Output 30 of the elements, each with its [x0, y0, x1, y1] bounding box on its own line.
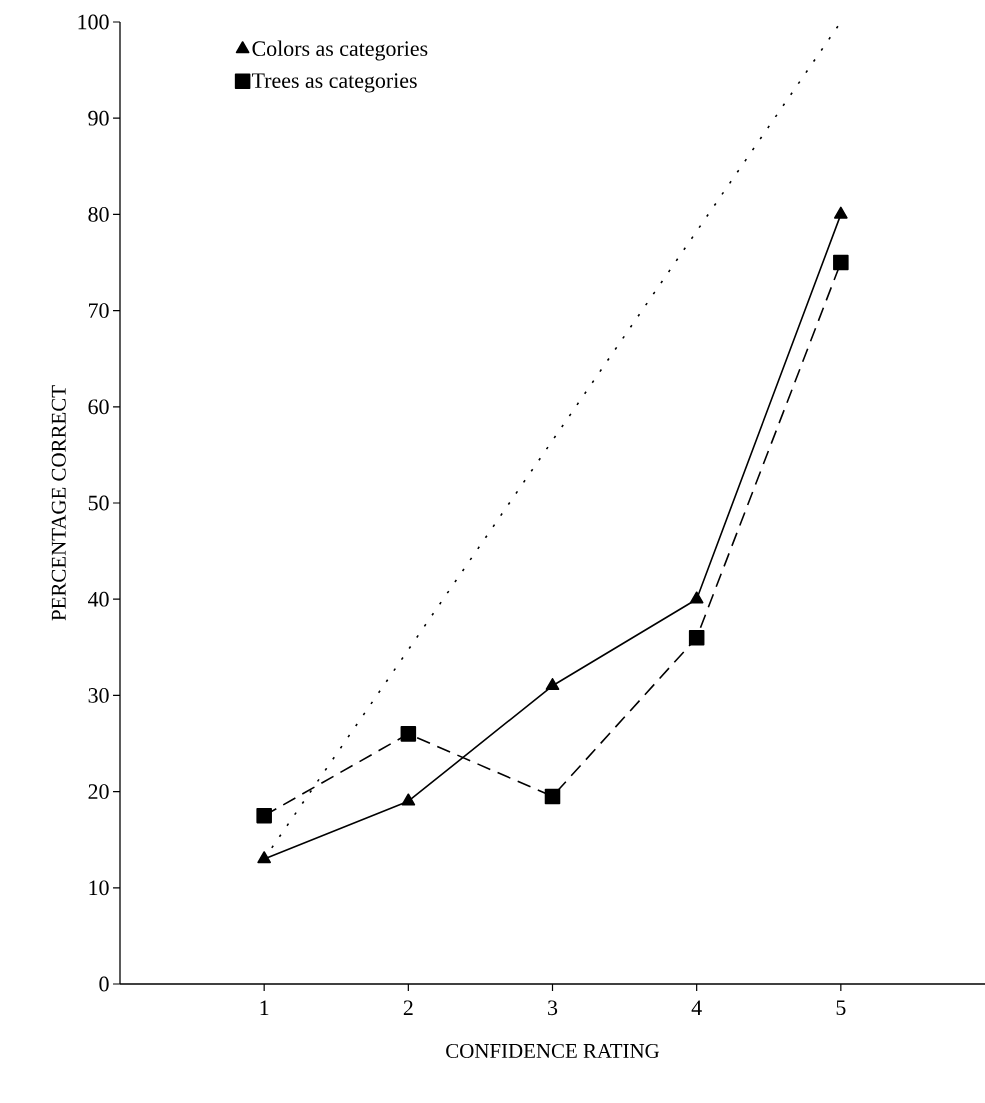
y-tick-label: 30	[88, 688, 109, 703]
x-tick-label: 3	[548, 1000, 558, 1016]
legend-label: Trees as categories	[251, 73, 417, 93]
y-tick-label: 70	[89, 303, 109, 318]
y-tick-label: 80	[88, 206, 109, 222]
y-tick-label: 90	[88, 110, 109, 126]
y-tick-label: 60	[88, 399, 109, 415]
y-axis-title: PERCENTAGE CORRECT	[51, 385, 66, 621]
point	[834, 206, 848, 219]
x-tick-label: 4	[691, 1000, 702, 1015]
legend-label: Colors as categories	[252, 40, 428, 61]
point	[400, 726, 417, 742]
point	[545, 678, 560, 691]
point	[833, 254, 849, 271]
point	[256, 807, 272, 824]
y-tick-label: 50	[88, 495, 109, 511]
point	[401, 793, 416, 806]
x-tick-label: 2	[403, 1000, 413, 1015]
y-tick-label: 10	[89, 880, 109, 896]
x-tick-label: 5	[836, 1000, 846, 1016]
x-axis-title: CONFIDENCE RATING	[446, 1043, 660, 1059]
point	[544, 788, 561, 805]
x-tick-label: 1	[260, 1000, 269, 1015]
y-tick-label: 100	[78, 14, 109, 30]
y-tick-label: 40	[88, 591, 109, 607]
point	[257, 851, 272, 864]
point	[689, 591, 704, 604]
y-tick-label: 0	[99, 976, 109, 992]
point	[688, 629, 705, 646]
y-tick-label: 20	[88, 784, 109, 799]
